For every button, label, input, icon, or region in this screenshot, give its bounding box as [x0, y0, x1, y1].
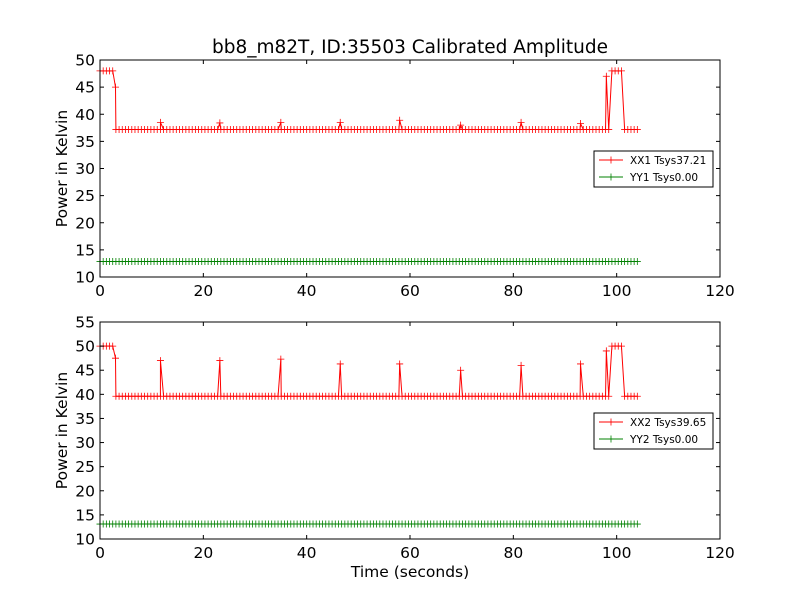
x-tick-label: 60 [400, 544, 420, 562]
legend-entry: YY2 Tsys0.00 [599, 434, 698, 446]
y-tick-label: 35 [75, 410, 95, 428]
data-point [617, 67, 625, 75]
legend-marker [607, 173, 615, 181]
x-tick-label: 0 [95, 282, 105, 300]
legend-label: XX2 Tsys39.65 [630, 417, 706, 429]
x-tick-label: 40 [297, 282, 317, 300]
x-tick-label: 0 [95, 544, 105, 562]
data-point [277, 355, 285, 363]
data-point [216, 119, 224, 127]
legend-label: YY1 Tsys0.00 [629, 172, 698, 184]
legend-box [593, 150, 714, 188]
y-tick-label: 15 [75, 241, 95, 259]
legend-marker [607, 418, 615, 426]
data-point [517, 118, 525, 126]
y-tick-label: 45 [75, 362, 95, 380]
data-point [633, 258, 641, 266]
series-line [100, 345, 638, 397]
series-line [100, 70, 638, 130]
legend-entry: YY1 Tsys0.00 [599, 172, 698, 184]
x-tick-label: 20 [193, 282, 213, 300]
data-point [633, 392, 641, 400]
y-tick-label: 15 [75, 506, 95, 524]
data-point [602, 347, 610, 355]
x-axis-label: Time (seconds) [350, 563, 469, 581]
data-point [517, 361, 525, 369]
x-tick-label: 40 [297, 544, 317, 562]
series-2 [96, 520, 641, 528]
x-tick-label: 80 [503, 544, 523, 562]
x-tick-label: 20 [193, 544, 213, 562]
x-tick-label: 80 [503, 282, 523, 300]
y-axis-label: Power in Kelvin [53, 372, 71, 489]
legend-label: XX1 Tsys37.21 [630, 155, 706, 167]
y-tick-label: 30 [75, 434, 95, 452]
data-point [457, 121, 465, 129]
data-point [109, 342, 117, 350]
y-tick-label: 35 [75, 133, 95, 151]
data-point [605, 125, 613, 133]
y-tick-label: 50 [75, 52, 95, 70]
chart-panel-2: 0 20 40 60 80 100 120 10 15 20 25 30 35 40 45 50 55 Power… [53, 314, 735, 582]
y-tick-label: 45 [75, 79, 95, 97]
y-tick-label: 10 [75, 531, 95, 549]
data-point [112, 354, 119, 362]
legend: XX1 Tsys37.21 YY1 Tsys0.00 [593, 150, 714, 188]
x-tick-label: 120 [705, 282, 735, 300]
y-tick-label: 50 [75, 338, 95, 356]
data-point [336, 360, 344, 368]
y-tick-label: 20 [75, 482, 95, 500]
data-point [109, 67, 117, 75]
data-point [577, 360, 584, 368]
series-1 [96, 342, 641, 400]
series-1 [96, 67, 641, 133]
legend-label: YY2 Tsys0.00 [629, 434, 698, 446]
series-2 [96, 258, 641, 266]
legend-entry: XX1 Tsys37.21 [599, 155, 706, 167]
y-tick-label: 40 [75, 386, 95, 404]
legend-entry: XX2 Tsys39.65 [599, 417, 706, 429]
x-tick-label: 60 [400, 282, 420, 300]
y-tick-label: 20 [75, 214, 95, 232]
x-tick-label: 100 [602, 282, 632, 300]
data-point [457, 366, 465, 374]
x-tick-label: 100 [602, 544, 632, 562]
y-axis-label: Power in Kelvin [53, 110, 71, 227]
y-tick-label: 30 [75, 160, 95, 178]
data-point [396, 360, 404, 368]
data-point [577, 119, 584, 127]
chart-panel-1: 0 20 40 60 80 100 120 10 15 20 25 30 35 40 45 50 bb8_m82… [53, 37, 735, 300]
y-tick-label: 40 [75, 106, 95, 124]
data-point [602, 72, 610, 80]
data-point [156, 118, 164, 126]
data-point [277, 118, 285, 126]
chart-title: bb8_m82T, ID:35503 Calibrated Amplitude [212, 37, 608, 58]
data-point [336, 118, 344, 126]
legend-box [593, 412, 714, 450]
data-point [605, 392, 613, 400]
data-point [156, 357, 164, 365]
data-point [617, 342, 625, 350]
data-point [633, 125, 641, 133]
data-point [216, 357, 224, 365]
data-point [396, 116, 404, 124]
legend-marker [607, 435, 615, 443]
y-tick-label: 10 [75, 269, 95, 287]
data-point [112, 83, 119, 91]
data-point [633, 520, 641, 528]
y-tick-label: 25 [75, 187, 95, 205]
x-tick-label: 120 [705, 544, 735, 562]
y-tick-label: 55 [75, 314, 95, 332]
y-tick-label: 25 [75, 458, 95, 476]
legend-marker [607, 156, 615, 164]
legend: XX2 Tsys39.65 YY2 Tsys0.00 [593, 412, 714, 450]
